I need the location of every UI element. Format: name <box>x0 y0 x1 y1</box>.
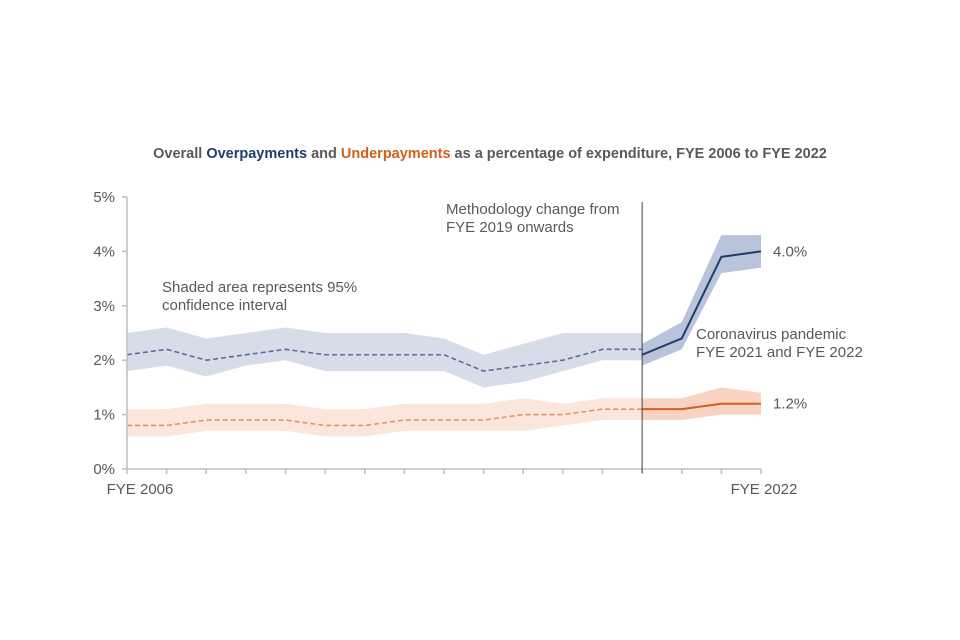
series-lines <box>126 250 762 427</box>
underpayments-line-new <box>642 402 761 411</box>
title-prefix: Overall <box>153 146 203 162</box>
title-overpayments: Overpayments <box>206 146 308 162</box>
confidence-bands <box>127 235 761 437</box>
x-ticks: FYE 2006 FYE 2022 <box>107 469 798 498</box>
title-underpayments: Underpayments <box>340 146 451 162</box>
end-labels: 4.0% 1.2% <box>773 243 807 412</box>
y-tick-label: 5% <box>93 189 115 206</box>
annotations: Shaded area represents 95% confidence int… <box>162 201 863 361</box>
y-tick-label: 1% <box>93 407 115 424</box>
y-tick-label: 4% <box>93 243 115 260</box>
pandemic-note: Coronavirus pandemic FYE 2021 and FYE 202… <box>696 326 863 361</box>
underpayments-line-old <box>127 408 643 427</box>
y-tick-label: 0% <box>93 461 115 478</box>
overpayments-line-new <box>641 250 762 356</box>
underpayments-ci-band-old <box>127 398 643 437</box>
title-suffix: as a percentage of expenditure, FYE 2006… <box>454 146 827 162</box>
underpayments-end-label: 1.2% <box>773 396 807 413</box>
overpayments-ci-band-old <box>127 327 643 388</box>
methodology-note-line: FYE 2019 onwards <box>446 219 574 236</box>
y-tick-label: 3% <box>93 298 115 315</box>
overpayments-ci-band-new <box>642 235 761 366</box>
overpayments-end-label: 4.0% <box>773 243 807 260</box>
overpayments-line-old <box>126 348 643 372</box>
ci-note-line: Shaded area represents 95% <box>162 279 357 296</box>
y-ticks: 0% 1% 2% 3% 4% 5% <box>93 189 127 478</box>
y-tick-label: 2% <box>93 352 115 369</box>
methodology-note-line: Methodology change from <box>446 201 619 218</box>
x-tick-label: FYE 2022 <box>731 481 798 498</box>
pandemic-note-line: Coronavirus pandemic <box>696 326 847 343</box>
x-tick-label: FYE 2006 <box>107 481 174 498</box>
chart-title: Overall Overpayments and Underpayments a… <box>0 146 960 162</box>
ci-note-line: confidence interval <box>162 297 287 314</box>
pandemic-note-line: FYE 2021 and FYE 2022 <box>696 344 863 361</box>
underpayments-ci-band-new <box>642 387 761 421</box>
title-middle: and <box>311 146 337 162</box>
ci-note: Shaded area represents 95% confidence int… <box>162 279 357 314</box>
methodology-note: Methodology change from FYE 2019 onwards <box>446 201 619 236</box>
